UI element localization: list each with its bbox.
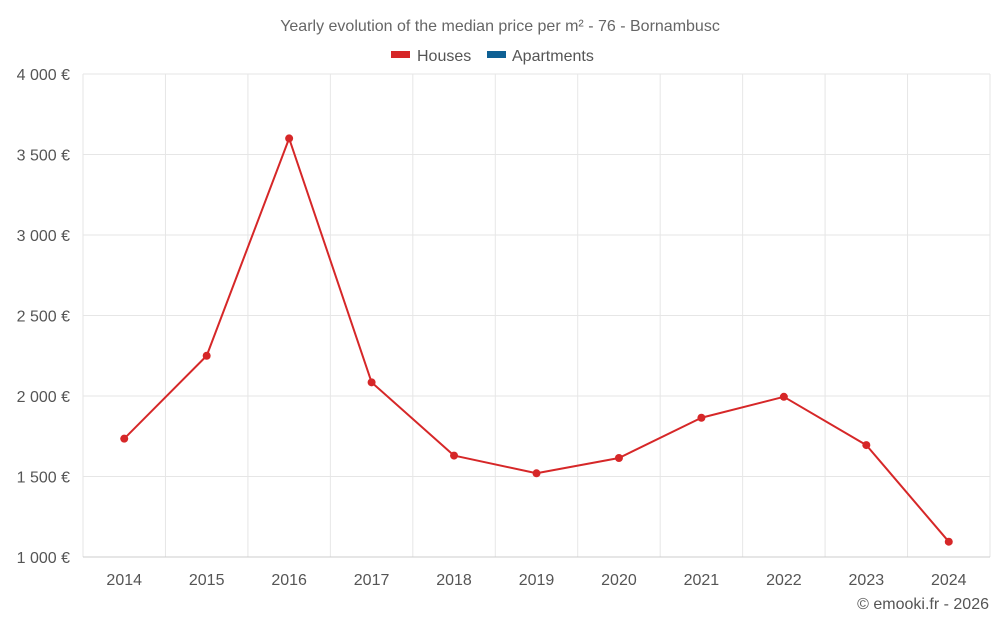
data-point-houses[interactable]: [202, 351, 211, 360]
legend-swatch-apartments[interactable]: [487, 51, 506, 58]
x-tick-label: 2019: [519, 572, 555, 589]
x-gridlines: [82, 74, 991, 557]
chart-credit: © emooki.fr - 2026: [857, 596, 989, 613]
data-point-houses[interactable]: [944, 537, 953, 546]
x-tick-label: 2024: [931, 572, 967, 589]
x-tick-label: 2014: [106, 572, 142, 589]
x-tick-label: 2017: [354, 572, 390, 589]
y-tick-label: 1 500 €: [17, 470, 70, 487]
series-points: [120, 134, 953, 546]
y-tick-label: 2 000 €: [17, 389, 70, 406]
data-point-houses[interactable]: [614, 453, 623, 462]
data-point-houses[interactable]: [532, 469, 541, 478]
x-axis-tick-labels: 2014 2015 2016 2017 2018 2019 2020 2021 2022 2023…: [106, 572, 966, 589]
x-tick-label: 2022: [766, 572, 802, 589]
x-tick-label: 2020: [601, 572, 637, 589]
data-point-houses[interactable]: [367, 378, 376, 387]
y-tick-label: 3 000 €: [17, 228, 70, 245]
x-tick-label: 2021: [684, 572, 720, 589]
y-tick-label: 1 000 €: [17, 550, 70, 567]
y-gridlines: [83, 73, 990, 477]
chart-title: Yearly evolution of the median price per…: [280, 18, 720, 35]
legend-swatch-houses[interactable]: [391, 51, 410, 58]
x-tick-label: 2018: [436, 572, 472, 589]
data-point-houses[interactable]: [862, 441, 871, 450]
y-axis-tick-labels: 1 000 € 1 500 € 2 000 € 2 500 € 3 000 € 3 500…: [17, 67, 70, 567]
legend-label-apartments[interactable]: Apartments: [512, 48, 594, 65]
x-tick-label: 2015: [189, 572, 225, 589]
legend: Houses Apartments: [391, 48, 594, 65]
x-tick-label: 2016: [271, 572, 307, 589]
data-point-houses[interactable]: [779, 392, 788, 401]
data-point-houses[interactable]: [697, 413, 706, 422]
x-tick-label: 2023: [849, 572, 885, 589]
y-tick-label: 3 500 €: [17, 148, 70, 165]
data-point-houses[interactable]: [285, 134, 294, 143]
y-tick-label: 2 500 €: [17, 309, 70, 326]
data-point-houses[interactable]: [120, 434, 129, 443]
data-point-houses[interactable]: [450, 451, 459, 460]
y-tick-label: 4 000 €: [17, 67, 70, 84]
legend-label-houses[interactable]: Houses: [417, 48, 471, 65]
